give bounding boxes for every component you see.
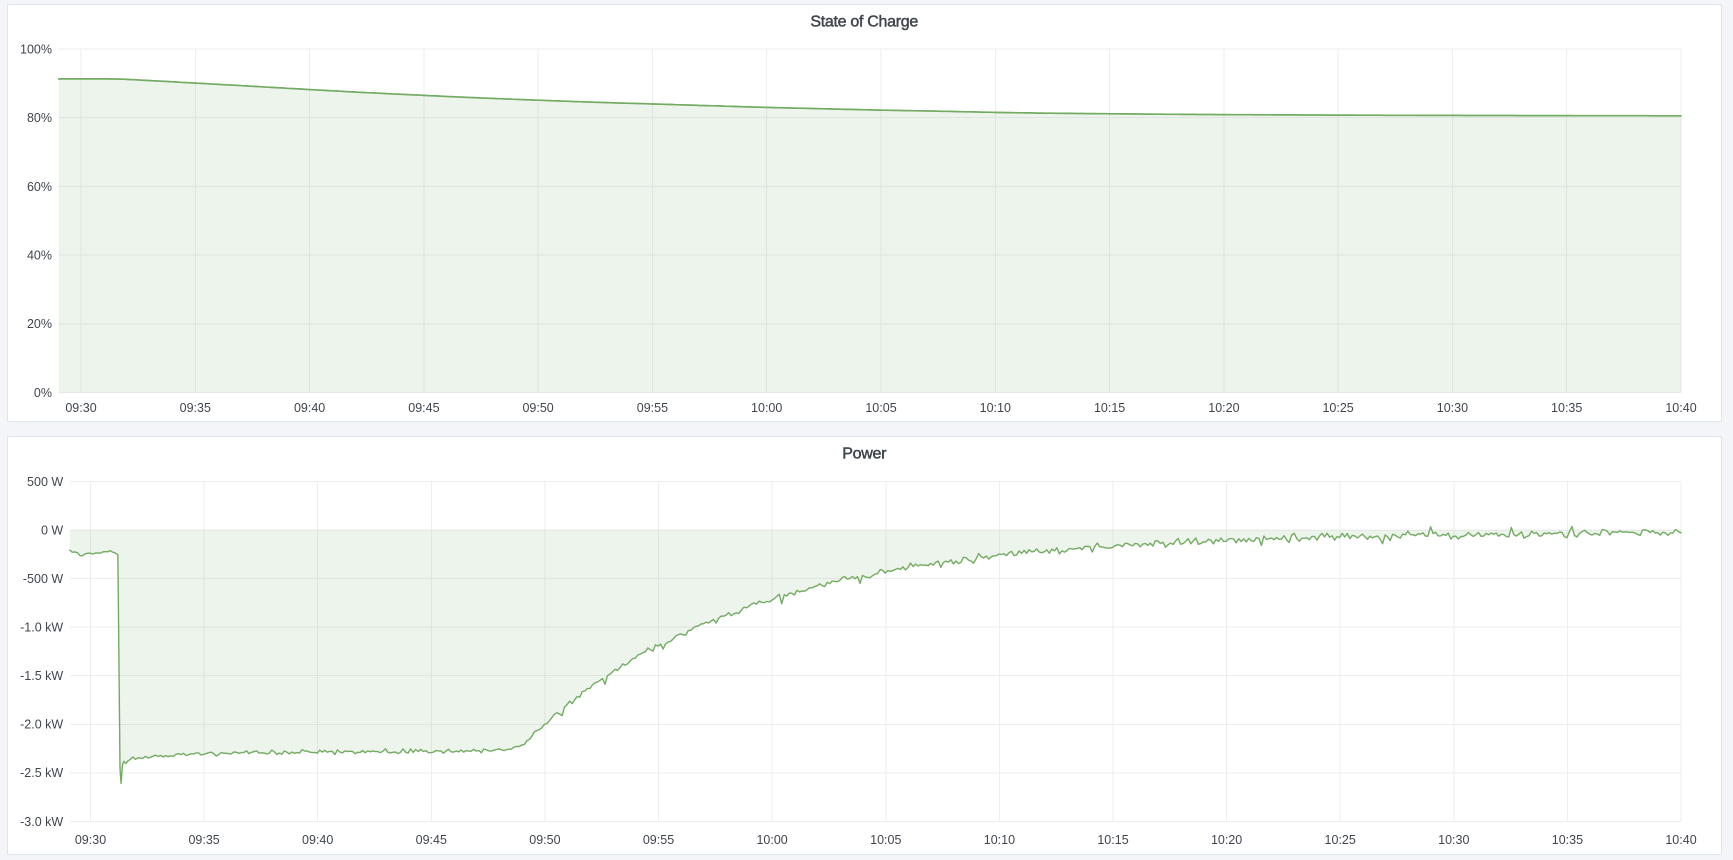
svg-text:40%: 40% [27,249,52,263]
svg-text:10:05: 10:05 [865,401,896,415]
svg-text:10:35: 10:35 [1552,833,1583,847]
svg-text:10:15: 10:15 [1094,401,1125,415]
svg-text:10:20: 10:20 [1208,401,1239,415]
svg-text:80%: 80% [27,111,52,125]
svg-text:09:50: 09:50 [522,401,553,415]
svg-text:10:10: 10:10 [984,833,1015,847]
svg-text:10:30: 10:30 [1437,401,1468,415]
svg-text:60%: 60% [27,180,52,194]
svg-text:10:15: 10:15 [1097,833,1128,847]
svg-text:09:45: 09:45 [408,401,439,415]
svg-text:09:50: 09:50 [529,833,560,847]
svg-text:10:05: 10:05 [870,833,901,847]
svg-text:09:35: 09:35 [188,833,219,847]
svg-text:09:30: 09:30 [65,401,96,415]
svg-text:10:20: 10:20 [1211,833,1242,847]
svg-text:Power: Power [842,446,887,463]
svg-text:10:10: 10:10 [980,401,1011,415]
svg-text:10:30: 10:30 [1438,833,1469,847]
svg-text:100%: 100% [20,42,52,56]
svg-text:10:00: 10:00 [756,833,787,847]
svg-text:-500 W: -500 W [23,572,63,586]
svg-text:0%: 0% [34,386,52,400]
svg-text:09:40: 09:40 [294,401,325,415]
svg-text:-1.5 kW: -1.5 kW [20,669,63,683]
svg-text:State of Charge: State of Charge [810,14,918,31]
svg-text:10:25: 10:25 [1325,833,1356,847]
svg-text:-1.0 kW: -1.0 kW [20,621,63,635]
svg-text:10:40: 10:40 [1665,401,1696,415]
svg-text:-3.0 kW: -3.0 kW [20,815,63,829]
svg-text:09:40: 09:40 [302,833,333,847]
svg-text:10:35: 10:35 [1551,401,1582,415]
svg-text:09:30: 09:30 [75,833,106,847]
svg-text:0 W: 0 W [41,523,63,537]
svg-text:-2.0 kW: -2.0 kW [20,718,63,732]
svg-text:09:55: 09:55 [643,833,674,847]
svg-text:10:25: 10:25 [1322,401,1353,415]
svg-text:10:00: 10:00 [751,401,782,415]
svg-text:09:45: 09:45 [416,833,447,847]
svg-text:500 W: 500 W [27,475,63,489]
svg-text:-2.5 kW: -2.5 kW [20,766,63,780]
svg-text:09:55: 09:55 [637,401,668,415]
svg-text:10:40: 10:40 [1665,833,1696,847]
svg-text:09:35: 09:35 [180,401,211,415]
svg-text:20%: 20% [27,317,52,331]
